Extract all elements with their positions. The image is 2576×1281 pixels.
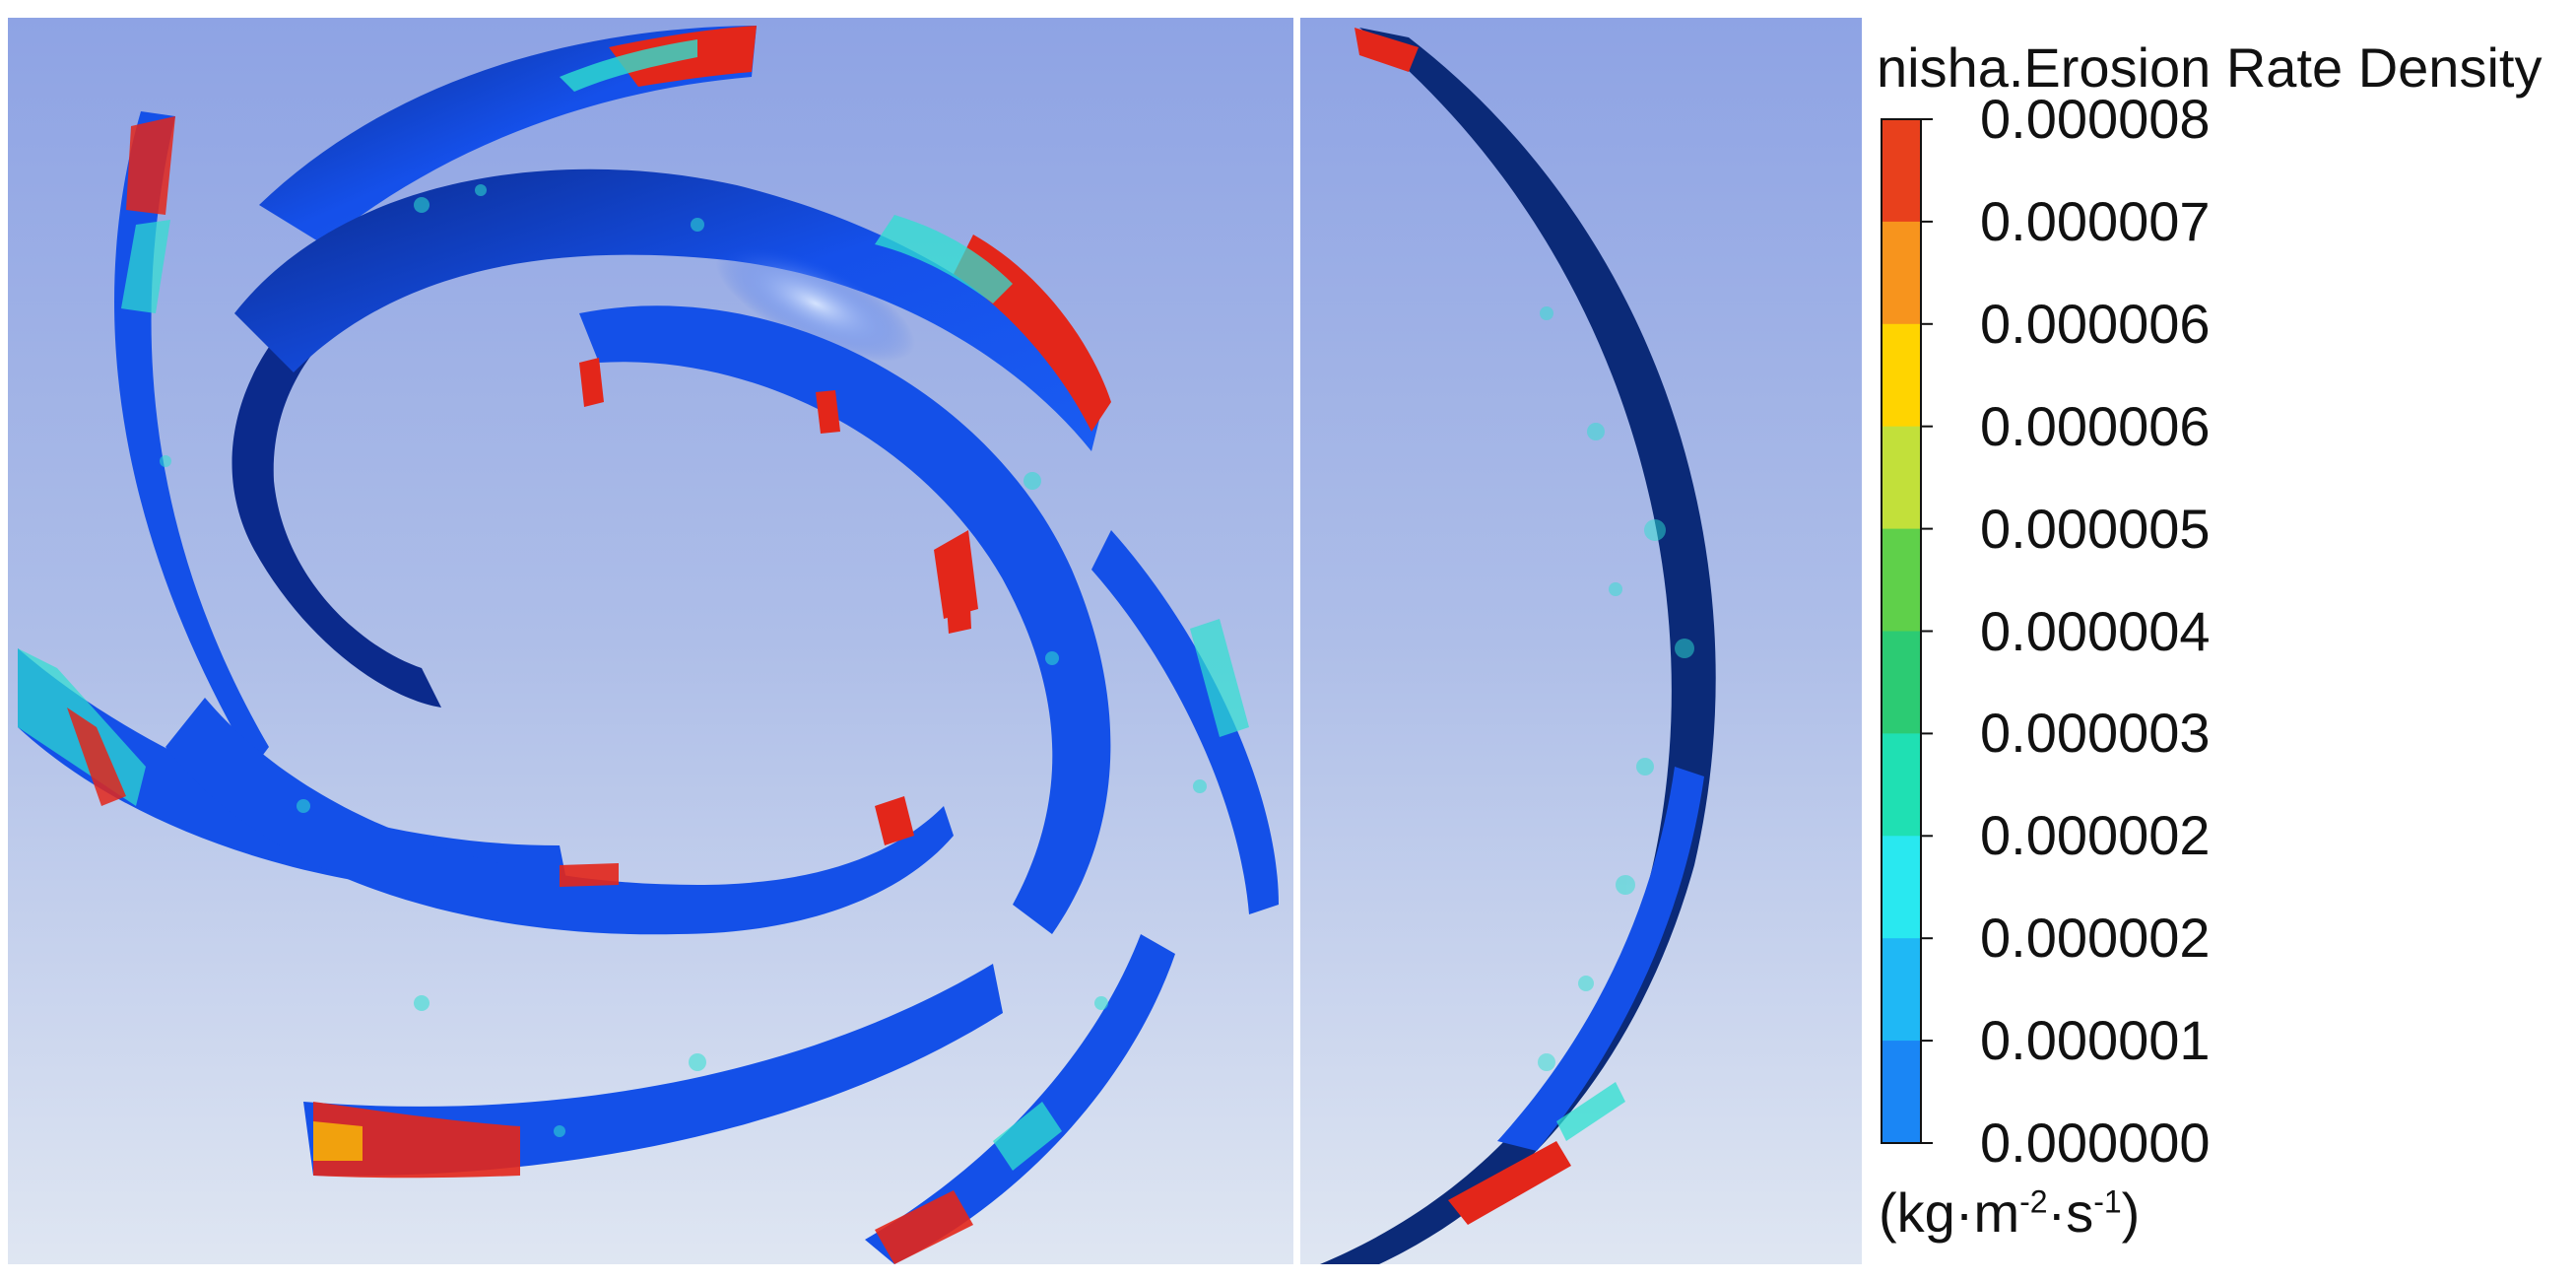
colorbar-segment (1882, 836, 1921, 939)
units-mid: ·s (2047, 1181, 2094, 1244)
colorbar-segment (1882, 938, 1921, 1042)
blade-8 (165, 698, 954, 935)
impeller-erosion-view (8, 18, 1293, 1264)
colorbar-tick-label: 0.000002 (1980, 907, 2211, 970)
colorbar-segment (1882, 119, 1921, 223)
colorbar (1881, 118, 1933, 1144)
legend: nisha.Erosion Rate Density 0.000008 0.000… (1867, 18, 2568, 1264)
colorbar-segment (1882, 528, 1921, 632)
blade-10-tip-erosion (875, 1190, 973, 1264)
colorbar-tick-label: 0.000005 (1980, 497, 2211, 560)
colorbar-tick-label: 0.000008 (1980, 88, 2211, 150)
colorbar-tick-label: 0.000007 (1980, 189, 2211, 252)
colorbar-segment (1882, 733, 1921, 837)
colorbar-segment (1882, 631, 1921, 734)
colorbar-segment (1882, 1041, 1921, 1144)
colorbar-segment (1882, 221, 1921, 325)
colorbar-tick-label: 0.000001 (1980, 1009, 2211, 1072)
side-blade-highlight (1497, 767, 1704, 1151)
single-blade (1320, 28, 1716, 1264)
colorbar-segment (1882, 323, 1921, 428)
erosion-speckles (160, 184, 1207, 1137)
blade-9-tip-erosion (313, 1102, 520, 1179)
blade-5 (579, 305, 1111, 935)
legend-title: nisha.Erosion Rate Density (1877, 36, 2543, 99)
colorbar-tick-label: 0.000006 (1980, 394, 2211, 457)
blade-6 (1091, 530, 1279, 914)
side-blade-top-erosion (1354, 28, 1419, 72)
colorbar-tick-label: 0.000006 (1980, 292, 2211, 355)
blade-1 (259, 26, 757, 244)
legend-units: (kg·m-2·s-1) (1879, 1180, 2140, 1245)
colorbar-tick-label: 0.000002 (1980, 804, 2211, 867)
side-erosion-speckles (1538, 306, 1694, 1071)
colorbar-tick-label: 0.000003 (1980, 702, 2211, 765)
units-exp1: -2 (2019, 1183, 2048, 1220)
units-end: ) (2121, 1181, 2141, 1244)
colorbar-segment (1882, 426, 1921, 530)
blade-side-view (1300, 18, 1862, 1264)
units-base: (kg·m (1879, 1181, 2020, 1244)
impeller-blades (18, 26, 1279, 1264)
blade-2-tip-erosion (126, 116, 175, 215)
units-exp2: -1 (2093, 1183, 2122, 1220)
colorbar-tick-label: 0.000000 (1980, 1112, 2211, 1174)
colorbar-tick-label: 0.000004 (1980, 599, 2211, 662)
side-blade-bottom-erosion (1448, 1141, 1571, 1225)
side-blade (1320, 28, 1716, 1264)
